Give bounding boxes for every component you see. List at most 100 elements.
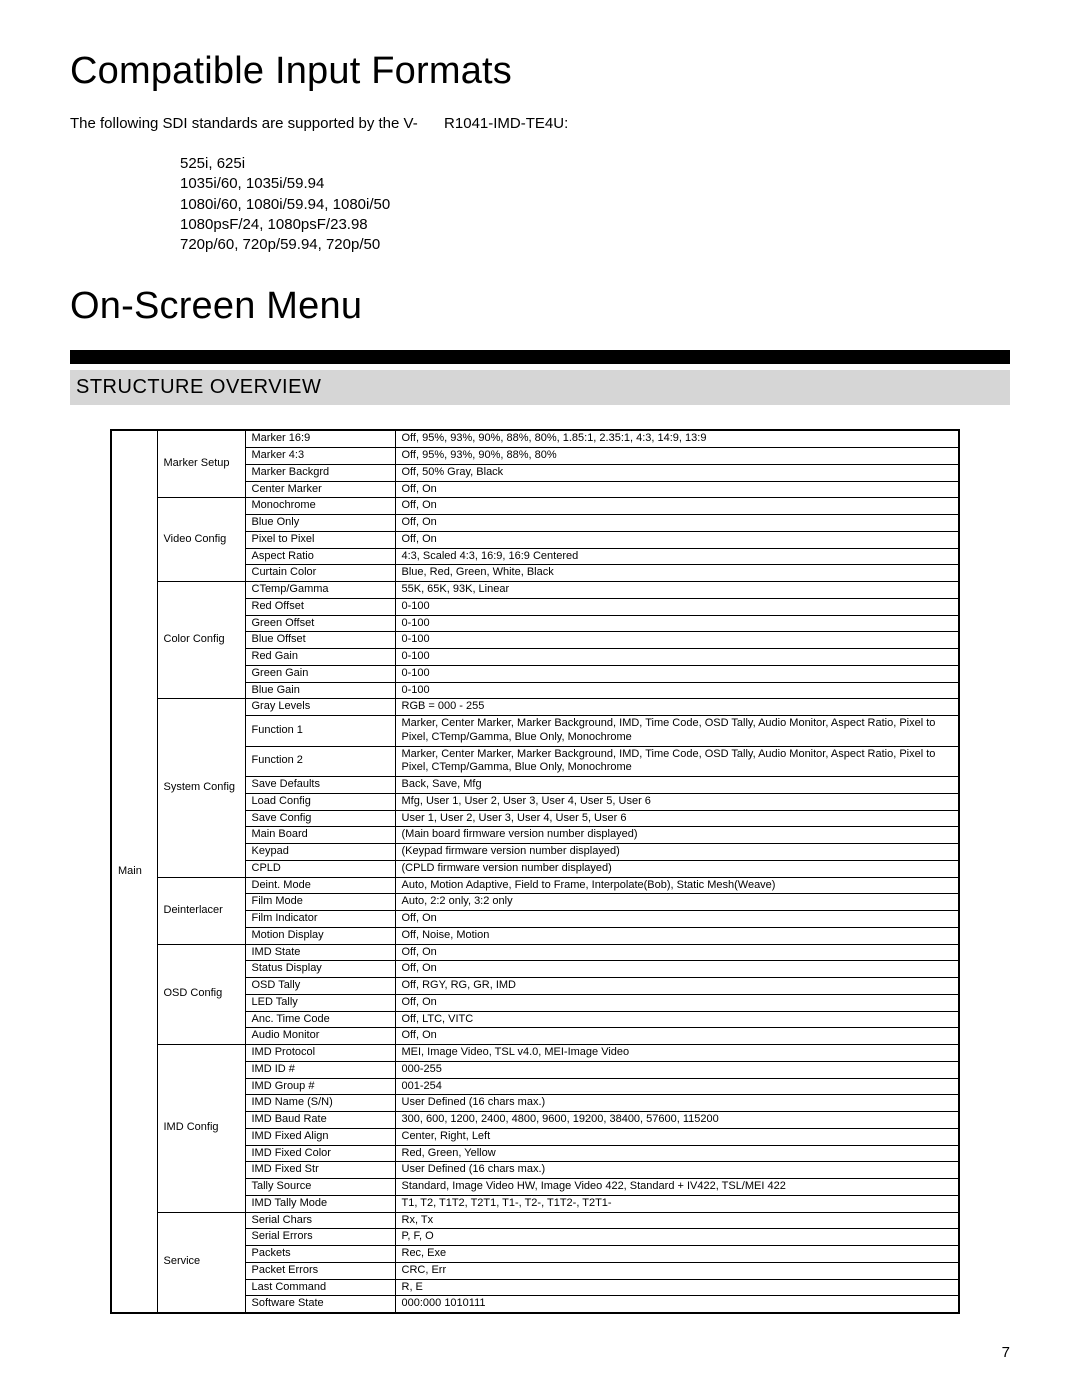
values-cell: 0-100 bbox=[395, 682, 959, 699]
values-cell: Off, 95%, 93%, 90%, 88%, 80% bbox=[395, 448, 959, 465]
item-cell: Curtain Color bbox=[245, 565, 395, 582]
item-cell: Serial Errors bbox=[245, 1229, 395, 1246]
values-cell: 4:3, Scaled 4:3, 16:9, 16:9 Centered bbox=[395, 548, 959, 565]
group-cell: Marker Setup bbox=[157, 430, 245, 498]
item-cell: IMD Protocol bbox=[245, 1045, 395, 1062]
black-divider-bar bbox=[70, 350, 1010, 364]
values-cell: Mfg, User 1, User 2, User 3, User 4, Use… bbox=[395, 793, 959, 810]
item-cell: Load Config bbox=[245, 793, 395, 810]
values-cell: User Defined (16 chars max.) bbox=[395, 1095, 959, 1112]
group-cell: OSD Config bbox=[157, 944, 245, 1045]
item-cell: Marker 16:9 bbox=[245, 430, 395, 447]
intro-line: The following SDI standards are supporte… bbox=[70, 115, 1010, 132]
item-cell: Audio Monitor bbox=[245, 1028, 395, 1045]
format-line: 720p/60, 720p/59.94, 720p/50 bbox=[180, 235, 1010, 255]
item-cell: Center Marker bbox=[245, 481, 395, 498]
values-cell: 0-100 bbox=[395, 598, 959, 615]
item-cell: IMD Fixed Color bbox=[245, 1145, 395, 1162]
item-cell: CPLD bbox=[245, 860, 395, 877]
table-row: OSD ConfigIMD StateOff, On bbox=[111, 944, 959, 961]
values-cell: Off, On bbox=[395, 498, 959, 515]
values-cell: (CPLD firmware version number displayed) bbox=[395, 860, 959, 877]
values-cell: (Main board firmware version number disp… bbox=[395, 827, 959, 844]
heading-compatible-input-formats: Compatible Input Formats bbox=[70, 50, 1010, 93]
values-cell: Marker, Center Marker, Marker Background… bbox=[395, 746, 959, 777]
table-row: ServiceSerial CharsRx, Tx bbox=[111, 1212, 959, 1229]
item-cell: Software State bbox=[245, 1296, 395, 1313]
item-cell: Film Indicator bbox=[245, 911, 395, 928]
values-cell: Red, Green, Yellow bbox=[395, 1145, 959, 1162]
values-cell: Off, On bbox=[395, 944, 959, 961]
item-cell: IMD Group # bbox=[245, 1078, 395, 1095]
item-cell: Deint. Mode bbox=[245, 877, 395, 894]
values-cell: Off, On bbox=[395, 911, 959, 928]
item-cell: Last Command bbox=[245, 1279, 395, 1296]
values-cell: 0-100 bbox=[395, 665, 959, 682]
values-cell: Off, On bbox=[395, 994, 959, 1011]
item-cell: Packet Errors bbox=[245, 1262, 395, 1279]
formats-list: 525i, 625i1035i/60, 1035i/59.941080i/60,… bbox=[180, 154, 1010, 255]
table-row: MainMarker SetupMarker 16:9Off, 95%, 93%… bbox=[111, 430, 959, 447]
table-row: DeinterlacerDeint. ModeAuto, Motion Adap… bbox=[111, 877, 959, 894]
values-cell: CRC, Err bbox=[395, 1262, 959, 1279]
values-cell: Off, On bbox=[395, 481, 959, 498]
intro-model: R1041-IMD-TE4U: bbox=[444, 115, 568, 132]
page-number: 7 bbox=[70, 1344, 1010, 1361]
values-cell: Off, LTC, VITC bbox=[395, 1011, 959, 1028]
item-cell: Marker Backgrd bbox=[245, 464, 395, 481]
item-cell: Save Defaults bbox=[245, 777, 395, 794]
item-cell: OSD Tally bbox=[245, 978, 395, 995]
values-cell: Center, Right, Left bbox=[395, 1128, 959, 1145]
item-cell: Monochrome bbox=[245, 498, 395, 515]
item-cell: Red Gain bbox=[245, 649, 395, 666]
values-cell: User 1, User 2, User 3, User 4, User 5, … bbox=[395, 810, 959, 827]
values-cell: Off, On bbox=[395, 531, 959, 548]
item-cell: IMD State bbox=[245, 944, 395, 961]
group-cell: IMD Config bbox=[157, 1045, 245, 1213]
group-cell: Service bbox=[157, 1212, 245, 1313]
values-cell: Auto, Motion Adaptive, Field to Frame, I… bbox=[395, 877, 959, 894]
values-cell: 001-254 bbox=[395, 1078, 959, 1095]
values-cell: 0-100 bbox=[395, 649, 959, 666]
group-cell: System Config bbox=[157, 699, 245, 877]
values-cell: User Defined (16 chars max.) bbox=[395, 1162, 959, 1179]
values-cell: 0-100 bbox=[395, 615, 959, 632]
values-cell: Blue, Red, Green, White, Black bbox=[395, 565, 959, 582]
intro-prefix: The following SDI standards are supporte… bbox=[70, 115, 418, 132]
menu-structure-table: MainMarker SetupMarker 16:9Off, 95%, 93%… bbox=[110, 429, 960, 1314]
values-cell: 000:000 1010111 bbox=[395, 1296, 959, 1313]
item-cell: Pixel to Pixel bbox=[245, 531, 395, 548]
item-cell: Status Display bbox=[245, 961, 395, 978]
item-cell: Gray Levels bbox=[245, 699, 395, 716]
item-cell: Packets bbox=[245, 1246, 395, 1263]
values-cell: Standard, Image Video HW, Image Video 42… bbox=[395, 1179, 959, 1196]
format-line: 1035i/60, 1035i/59.94 bbox=[180, 174, 1010, 194]
item-cell: CTemp/Gamma bbox=[245, 582, 395, 599]
values-cell: Off, On bbox=[395, 1028, 959, 1045]
values-cell: RGB = 000 - 255 bbox=[395, 699, 959, 716]
values-cell: R, E bbox=[395, 1279, 959, 1296]
values-cell: Back, Save, Mfg bbox=[395, 777, 959, 794]
values-cell: (Keypad firmware version number displaye… bbox=[395, 844, 959, 861]
group-cell: Color Config bbox=[157, 582, 245, 699]
format-line: 525i, 625i bbox=[180, 154, 1010, 174]
heading-on-screen-menu: On-Screen Menu bbox=[70, 285, 1010, 328]
item-cell: Tally Source bbox=[245, 1179, 395, 1196]
group-cell: Deinterlacer bbox=[157, 877, 245, 944]
values-cell: Auto, 2:2 only, 3:2 only bbox=[395, 894, 959, 911]
table-row: Video ConfigMonochromeOff, On bbox=[111, 498, 959, 515]
item-cell: Function 1 bbox=[245, 716, 395, 747]
item-cell: Film Mode bbox=[245, 894, 395, 911]
item-cell: Aspect Ratio bbox=[245, 548, 395, 565]
values-cell: Off, 95%, 93%, 90%, 88%, 80%, 1.85:1, 2.… bbox=[395, 430, 959, 447]
item-cell: IMD ID # bbox=[245, 1061, 395, 1078]
item-cell: Anc. Time Code bbox=[245, 1011, 395, 1028]
values-cell: Off, On bbox=[395, 961, 959, 978]
format-line: 1080psF/24, 1080psF/23.98 bbox=[180, 215, 1010, 235]
values-cell: Rec, Exe bbox=[395, 1246, 959, 1263]
table-row: IMD ConfigIMD ProtocolMEI, Image Video, … bbox=[111, 1045, 959, 1062]
values-cell: Off, 50% Gray, Black bbox=[395, 464, 959, 481]
item-cell: Keypad bbox=[245, 844, 395, 861]
item-cell: Red Offset bbox=[245, 598, 395, 615]
item-cell: Save Config bbox=[245, 810, 395, 827]
